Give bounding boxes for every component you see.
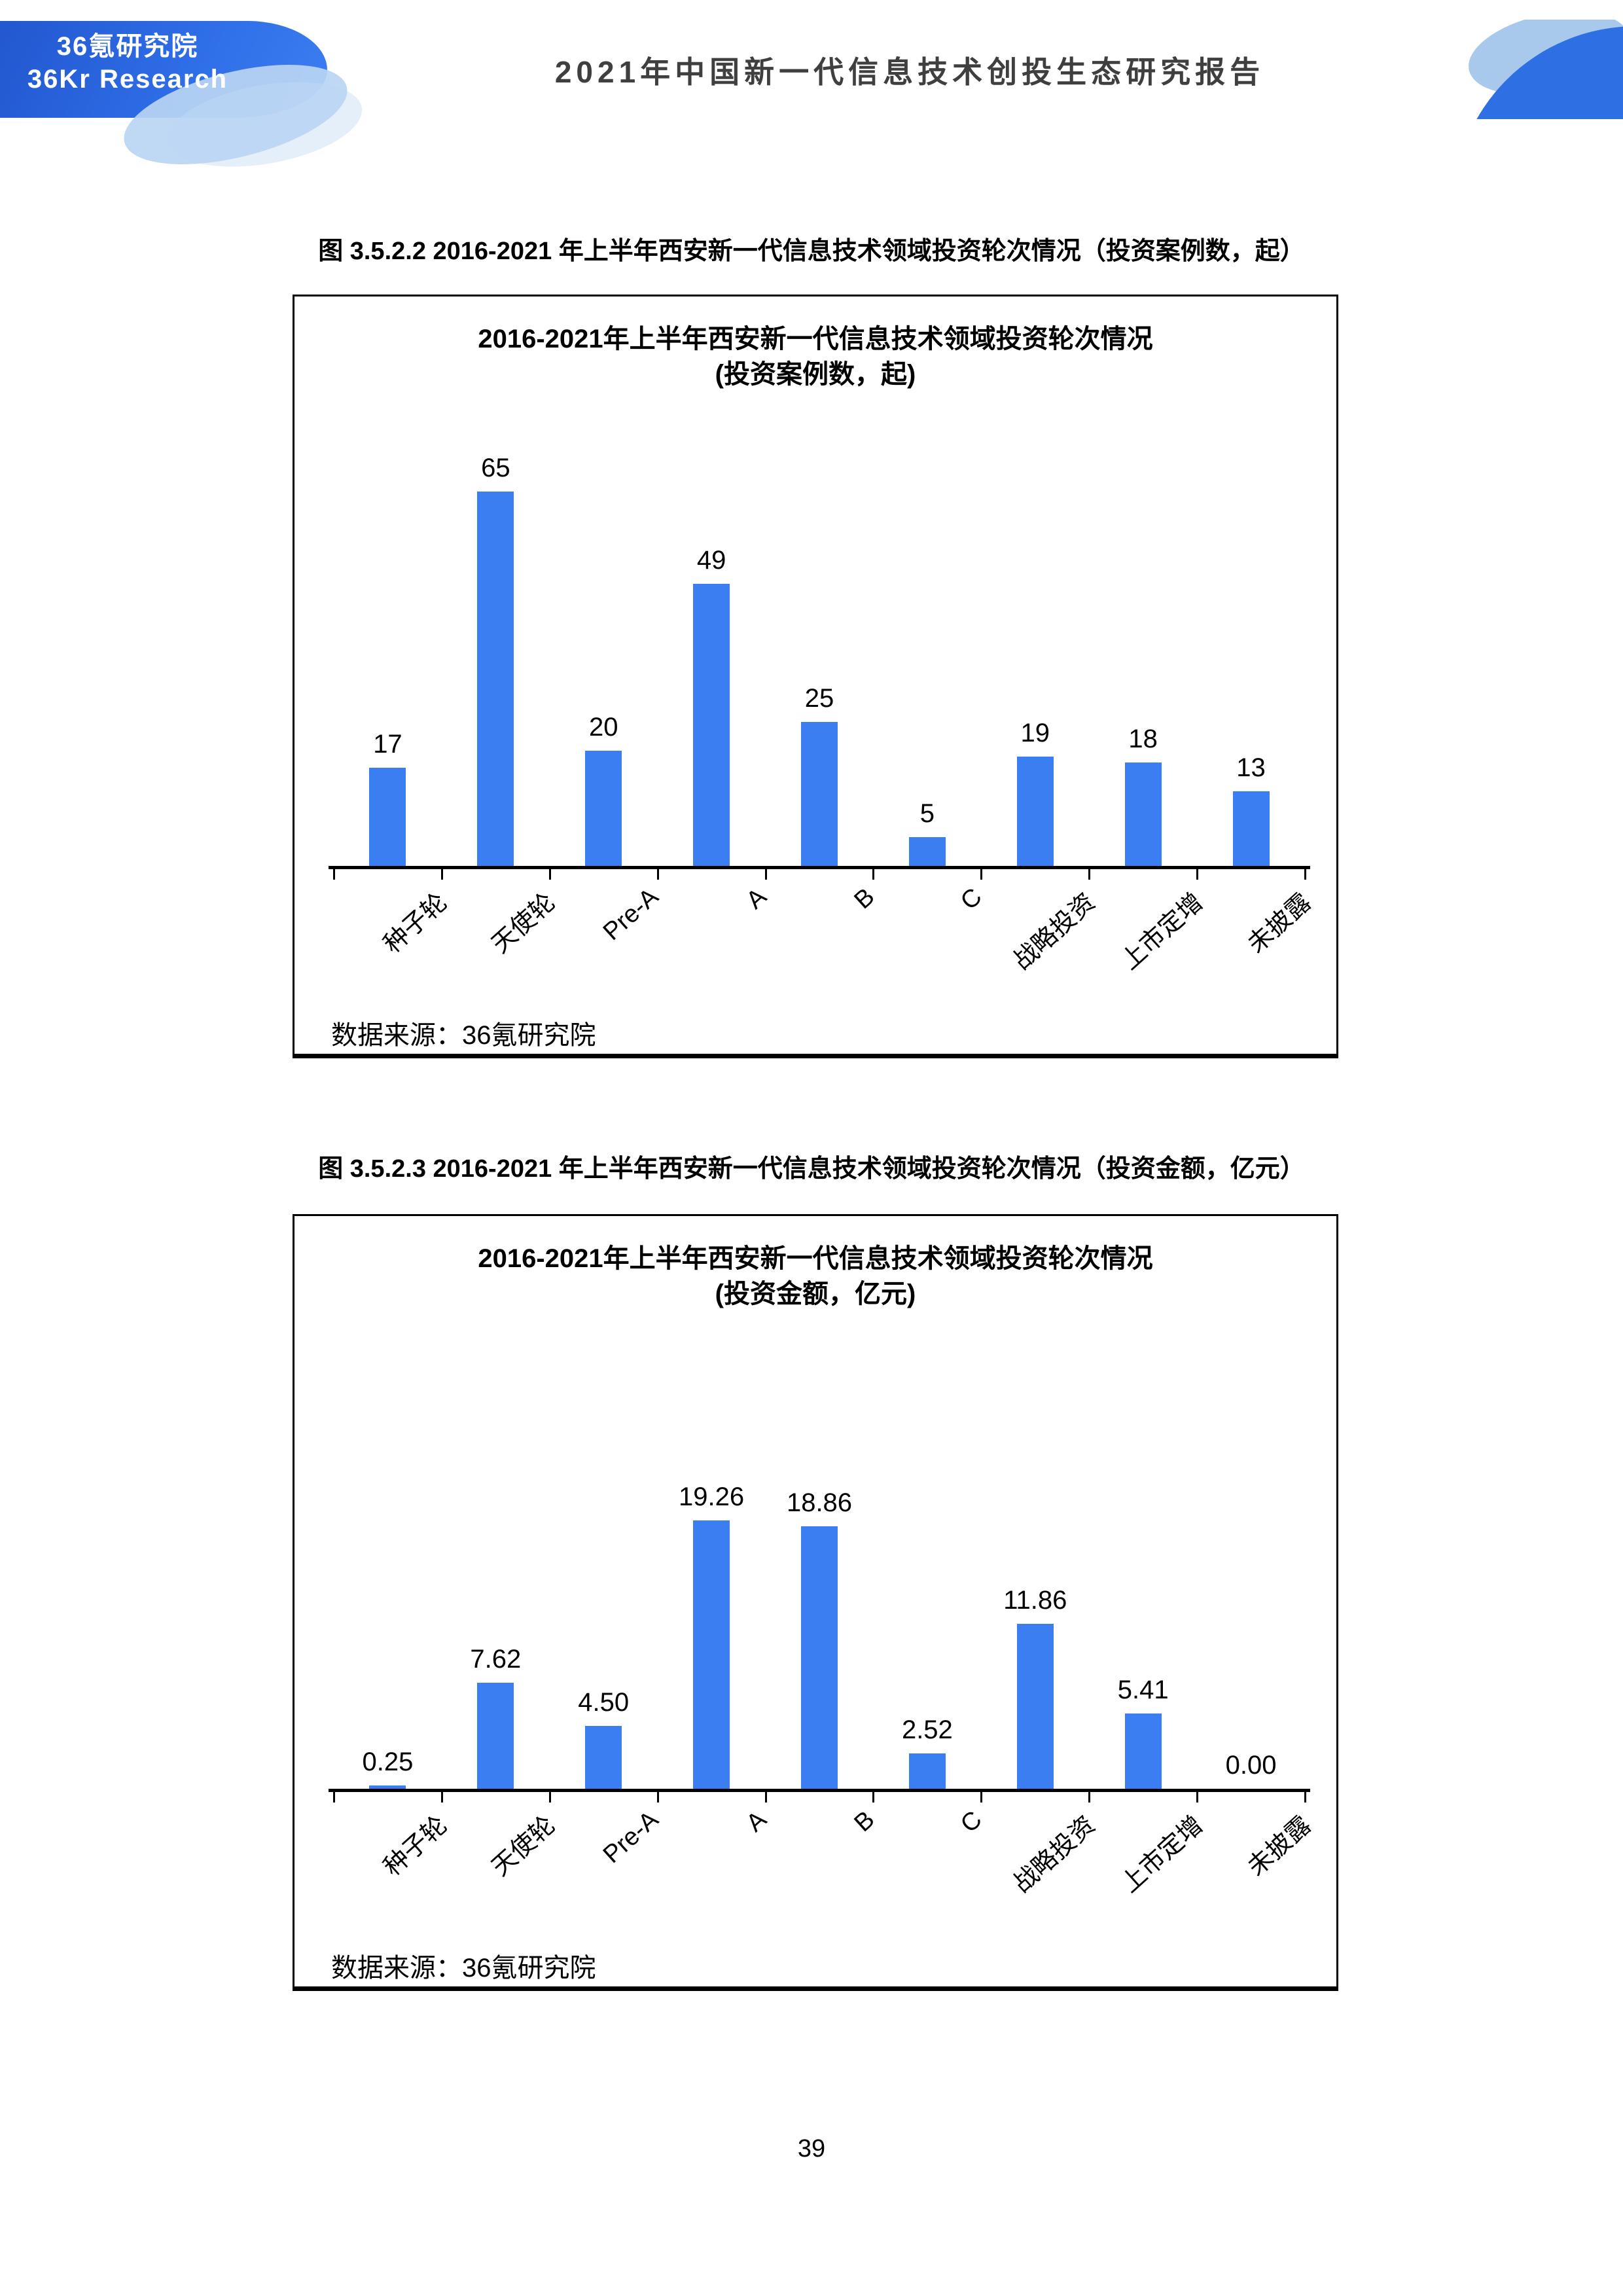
value-label: 25 — [804, 684, 834, 713]
axis-tick — [764, 869, 767, 880]
x-tick-label: C — [955, 883, 988, 916]
value-label: 65 — [481, 454, 510, 482]
x-tick-label: Pre-A — [598, 883, 664, 946]
axis-tick — [872, 869, 875, 880]
chart-box-amount: 2016-2021年上半年西安新一代信息技术领域投资轮次情况 (投资金额，亿元)… — [293, 1214, 1338, 1991]
x-tick-label: 未披露 — [1242, 1811, 1317, 1882]
axis-tick — [1304, 869, 1306, 880]
axis-tick — [980, 869, 983, 880]
axis-tick — [1196, 1791, 1199, 1803]
axis-tick — [548, 869, 551, 880]
x-tick-label: 天使轮 — [486, 1811, 561, 1882]
bar — [908, 837, 946, 866]
x-tick-label: 上市定增 — [1116, 1811, 1209, 1899]
axis-tick — [1196, 869, 1199, 880]
logo-text: 36氪研究院 36Kr Research — [20, 30, 236, 96]
bar — [477, 1683, 514, 1789]
bar — [1232, 791, 1270, 866]
x-tick-label: 战略投资 — [1008, 888, 1101, 976]
value-label: 19 — [1020, 719, 1050, 747]
x-tick-label: 未披露 — [1242, 888, 1317, 959]
bar — [585, 1726, 622, 1789]
bar — [1124, 762, 1162, 866]
bar — [908, 1753, 946, 1789]
x-tick-label: 天使轮 — [486, 888, 561, 959]
value-label: 4.50 — [578, 1688, 630, 1717]
value-label: 5 — [919, 799, 935, 828]
axis-tick — [333, 869, 335, 880]
chart-title: 2016-2021年上半年西安新一代信息技术领域投资轮次情况 (投资案例数，起) — [294, 321, 1336, 392]
value-label: 17 — [373, 730, 402, 759]
value-label: 11.86 — [1003, 1586, 1067, 1615]
axis-tick — [1304, 1791, 1306, 1803]
source-note: 数据来源：36氪研究院 — [331, 1021, 596, 1050]
axis-tick — [548, 1791, 551, 1803]
value-label: 2.52 — [901, 1715, 953, 1744]
figure-caption-2: 图 3.5.2.3 2016-2021 年上半年西安新一代信息技术领域投资轮次情… — [318, 1155, 1305, 1183]
x-tick-label: B — [849, 883, 880, 915]
plot-area: 0.25 种子轮 7.62 天使轮 4.50 Pre-A 19.26 A 18.86 B 2.52 C… — [294, 1216, 1336, 1986]
report-title: 2021年中国新一代信息技术创投生态研究报告 — [554, 55, 1265, 89]
source-note: 数据来源：36氪研究院 — [331, 1954, 596, 1982]
x-axis-line — [329, 1789, 1310, 1792]
axis-tick — [656, 869, 659, 880]
chart-title-line2: (投资金额，亿元) — [715, 1280, 916, 1308]
bar — [477, 492, 514, 866]
value-label: 13 — [1236, 753, 1266, 782]
axis-tick — [440, 869, 443, 880]
axis-tick — [872, 1791, 875, 1803]
axis-tick — [1088, 1791, 1091, 1803]
value-label: 20 — [588, 713, 618, 742]
bar — [801, 722, 838, 866]
x-tick-label: 上市定增 — [1116, 888, 1209, 976]
axis-tick — [764, 1791, 767, 1803]
x-tick-label: A — [741, 1806, 772, 1838]
value-label: 19.26 — [679, 1482, 745, 1511]
axis-tick — [440, 1791, 443, 1803]
value-label: 0.00 — [1225, 1751, 1277, 1780]
x-tick-label: 种子轮 — [379, 1811, 453, 1882]
chart-title-line1: 2016-2021年上半年西安新一代信息技术领域投资轮次情况 — [478, 1244, 1153, 1273]
bar — [1124, 1713, 1162, 1789]
bar — [585, 751, 622, 866]
page-number: 39 — [797, 2135, 826, 2162]
chart-box-cases: 2016-2021年上半年西安新一代信息技术领域投资轮次情况 (投资案例数，起)… — [293, 295, 1338, 1058]
figure-caption-1: 图 3.5.2.2 2016-2021 年上半年西安新一代信息技术领域投资轮次情… — [318, 238, 1305, 265]
axis-tick — [656, 1791, 659, 1803]
x-tick-label: 种子轮 — [379, 888, 453, 959]
logo-line-en: 36Kr Research — [27, 65, 228, 94]
axis-tick — [980, 1791, 983, 1803]
x-tick-label: B — [849, 1806, 880, 1838]
bar — [1016, 757, 1054, 866]
bar — [1016, 1624, 1054, 1789]
value-label: 18.86 — [786, 1488, 853, 1517]
bar — [801, 1526, 838, 1789]
chart-title: 2016-2021年上半年西安新一代信息技术领域投资轮次情况 (投资金额，亿元) — [294, 1241, 1336, 1312]
x-tick-label: 战略投资 — [1008, 1811, 1101, 1899]
logo-banner: 36氪研究院 36Kr Research — [0, 21, 369, 184]
x-axis-line — [329, 866, 1310, 869]
value-label: 7.62 — [470, 1645, 522, 1674]
x-tick-label: A — [741, 883, 772, 915]
logo-line-cn: 36氪研究院 — [56, 32, 199, 61]
axis-tick — [1088, 869, 1091, 880]
x-tick-label: Pre-A — [598, 1806, 664, 1869]
plot-area: 17 种子轮 65 天使轮 20 Pre-A 49 A 25 B 5 C 19 战略投资 18 上市定增 13 未… — [294, 296, 1336, 1054]
value-label: 0.25 — [362, 1748, 414, 1776]
bar — [693, 584, 730, 866]
value-label: 18 — [1128, 725, 1158, 753]
axis-tick — [333, 1791, 335, 1803]
bar — [369, 768, 406, 866]
bar — [369, 1785, 406, 1789]
header-decoration — [1427, 20, 1623, 119]
x-tick-label: C — [955, 1806, 988, 1839]
chart-title-line2: (投资案例数，起) — [715, 360, 916, 389]
value-label: 49 — [696, 546, 726, 575]
value-label: 5.41 — [1117, 1676, 1169, 1704]
bar — [693, 1520, 730, 1789]
chart-title-line1: 2016-2021年上半年西安新一代信息技术领域投资轮次情况 — [478, 325, 1153, 353]
